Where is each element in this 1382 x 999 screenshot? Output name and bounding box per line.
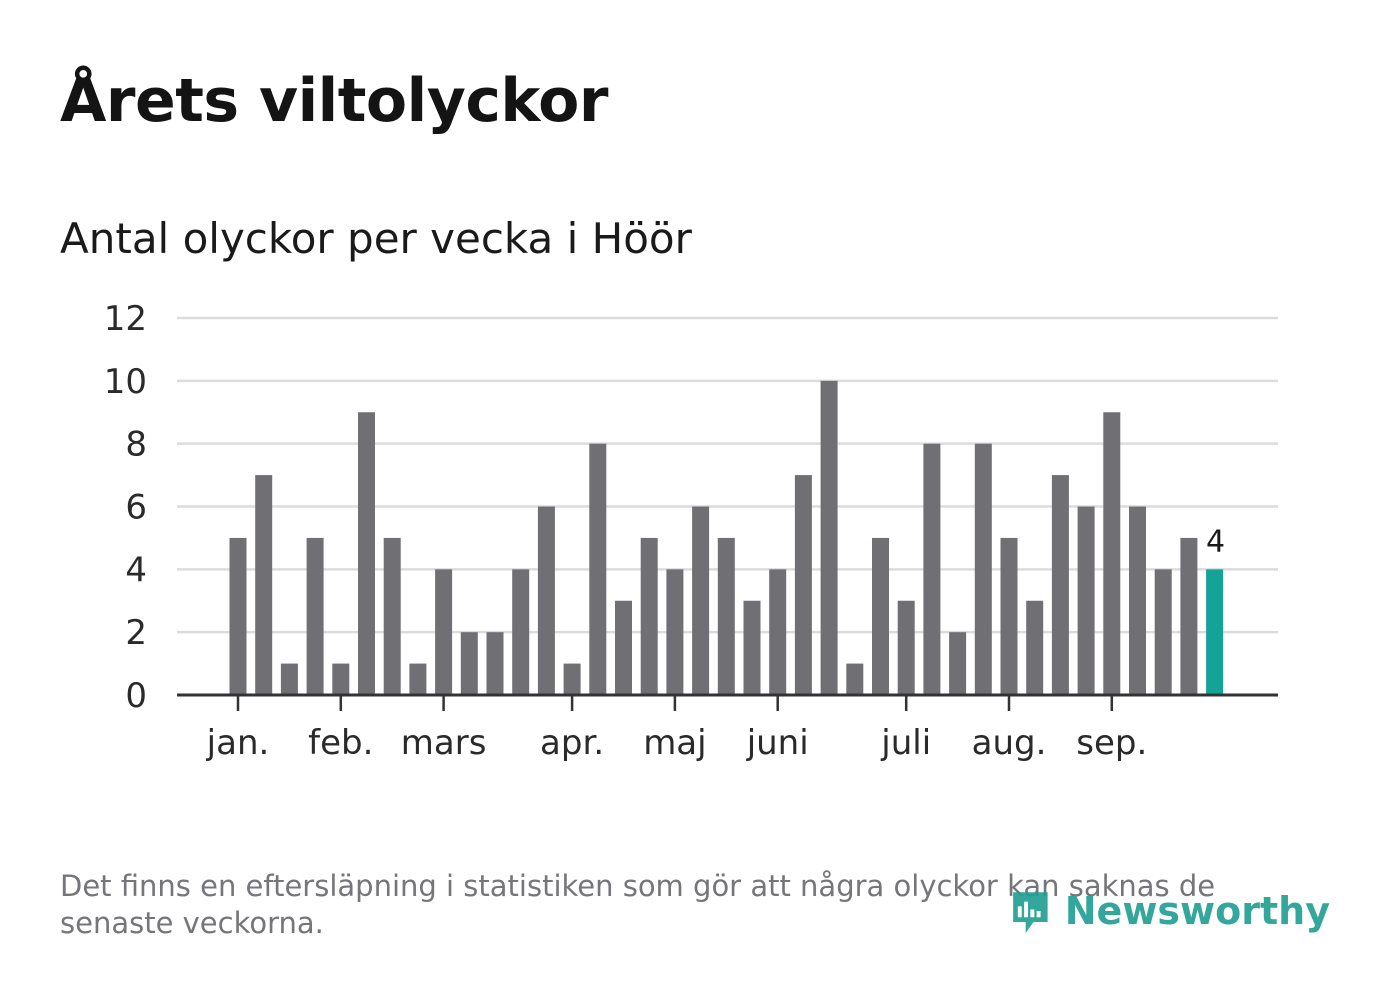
chart-title: Årets viltolyckor [60,66,609,136]
x-tick-label-feb.: feb. [308,723,373,763]
bar-week-13 [537,506,555,695]
x-axis [177,693,1278,711]
bar-week-5 [332,663,350,695]
bar-week-6 [358,412,375,695]
bar-week-30 [974,443,992,695]
bar-week-23 [794,475,812,695]
bar-week-27 [897,600,915,695]
bar-week-28 [923,443,941,695]
bar-week-32 [1026,600,1044,695]
y-tick-label-4: 4 [125,550,147,590]
y-tick-label-2: 2 [125,613,147,653]
newsworthy-logo-icon [1013,892,1048,933]
bar-week-26 [872,537,889,695]
newsworthy-logo: Newsworthy [1010,878,1330,944]
bar-week-25 [846,663,864,695]
bar-week-18 [666,569,684,695]
bar-week-15 [589,443,607,695]
labels: 0 2 4 6 8 10 12 4 jan. feb. mars apr. maj juni juli aug… [104,299,1225,763]
y-tick-label-12: 12 [104,299,147,339]
bar-week-36 [1129,506,1146,695]
bar-week-1 [229,537,247,695]
bar-week-20 [717,537,735,695]
bar-week-33 [1051,475,1069,695]
bar-week-38 [1180,537,1198,695]
bar-week-19 [692,506,710,695]
x-tick-label-jan.: jan. [206,723,270,763]
x-tick-label-juli: juli [880,723,931,763]
bar-week-10 [460,632,478,695]
newsworthy-logo-text: Newsworthy [1064,889,1330,933]
bar-week-39 [1206,569,1224,695]
bar-week-12 [512,569,530,695]
bar-week-7 [383,537,401,695]
bar-week-21 [743,600,761,695]
bar-week-2 [255,475,273,695]
bar-week-3 [280,663,298,695]
bar-week-29 [949,632,967,695]
y-tick-label-10: 10 [104,362,147,402]
x-tick-label-maj: maj [643,723,706,763]
y-tick-label-0: 0 [125,676,147,716]
bar-week-17 [640,537,658,695]
bars [229,380,1224,695]
bar-week-31 [1000,537,1018,695]
x-tick-label-aug.: aug. [972,723,1047,763]
bar-week-9 [435,569,453,695]
x-tick-label-apr.: apr. [540,723,604,763]
bar-week-22 [769,569,787,695]
y-tick-label-6: 6 [125,488,147,528]
bar-week-24 [820,380,838,695]
bar-week-11 [486,632,504,695]
bar-week-14 [563,663,581,695]
y-tick-label-8: 8 [125,425,147,465]
bar-week-34 [1077,506,1095,695]
bar-week-16 [615,600,632,695]
bar-week-37 [1154,569,1172,695]
x-tick-label-mars: mars [401,723,487,763]
bar-week-35 [1103,412,1121,695]
x-tick-label-juni: juni [746,723,809,763]
bar-week-4 [306,537,324,695]
x-tick-label-sep.: sep. [1076,723,1147,763]
chart-subtitle: Antal olyckor per vecka i Höör [60,214,692,263]
bar-week-8 [409,663,427,695]
highlight-value-label: 4 [1206,524,1225,559]
